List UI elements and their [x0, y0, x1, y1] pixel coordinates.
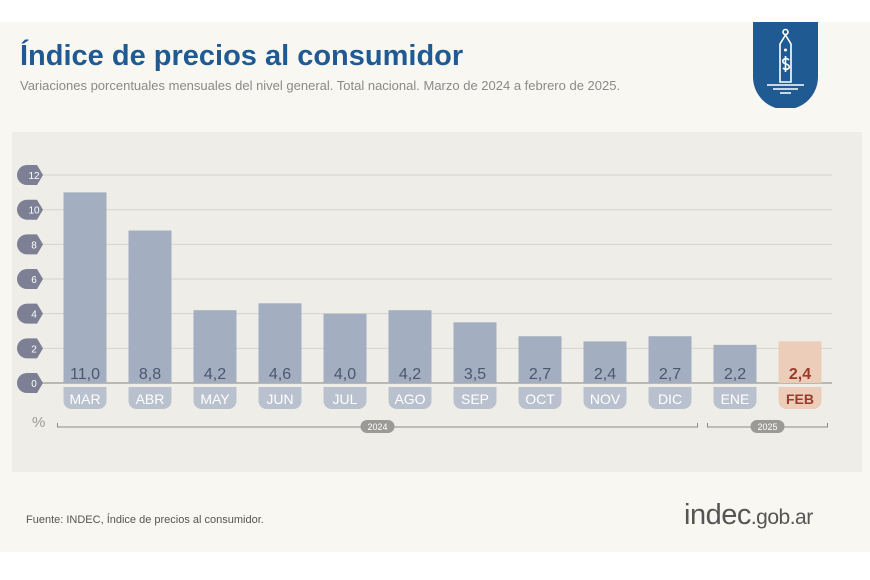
- bar-value-label: 2,2: [724, 366, 746, 383]
- bar-jun: [258, 303, 302, 383]
- bar-value-label: 4,6: [269, 366, 291, 383]
- brand-suffix: .gob.ar: [750, 506, 813, 529]
- y-tick-marker: [17, 338, 43, 359]
- category-label: JUN: [266, 391, 293, 407]
- bar-chart: 0 2 4 6 8 10 12% 11,0 MAR 8,8 ABR 4,2 MAY 4,6 JUN 4,0 JU…: [17, 165, 832, 433]
- year-label: 2024: [367, 422, 387, 432]
- bar-value-label: 2,7: [659, 366, 681, 383]
- y-tick-marker: [17, 234, 43, 255]
- page-title: Índice de precios al consumidor: [20, 40, 464, 72]
- bar-value-label: 3,5: [464, 366, 486, 383]
- bar-value-label: 2,7: [529, 366, 551, 383]
- category-label: NOV: [590, 391, 621, 407]
- bar-value-label: 11,0: [70, 366, 100, 383]
- year-label: 2025: [757, 422, 777, 432]
- category-label: DIC: [658, 391, 682, 407]
- infographic: Índice de precios al consumidor Variacio…: [0, 22, 870, 552]
- category-label: FEB: [786, 391, 814, 407]
- y-tick-marker: [17, 303, 43, 324]
- category-label: MAY: [200, 391, 230, 407]
- bar-jul: [323, 313, 367, 383]
- category-pill: [453, 387, 497, 409]
- category-pill: [713, 387, 757, 409]
- brand-main: indec: [684, 499, 751, 531]
- bar-oct: [518, 336, 562, 383]
- chart-panel: 0 2 4 6 8 10 12% 11,0 MAR 8,8 ABR 4,2 MAY 4,6 JUN 4,0 JU…: [12, 132, 862, 472]
- bar-abr: [128, 230, 172, 383]
- category-label: SEP: [461, 391, 489, 407]
- y-tick-label: 10: [28, 206, 40, 217]
- bar-may: [193, 310, 237, 383]
- category-pill: [323, 387, 367, 409]
- bar-ene: [713, 344, 757, 383]
- price-tag-dollar-icon: [753, 22, 818, 108]
- category-label: MAR: [69, 391, 100, 407]
- bar-value-label: 2,4: [594, 366, 616, 383]
- category-pill: [583, 387, 627, 409]
- category-label: ENE: [721, 391, 750, 407]
- y-tick-label: 8: [31, 240, 37, 251]
- category-pill: [518, 387, 562, 409]
- category-label: AGO: [394, 391, 425, 407]
- subtitle: Variaciones porcentuales mensuales del n…: [20, 78, 621, 93]
- category-pill: [778, 387, 822, 409]
- y-tick-marker: [17, 165, 43, 186]
- y-tick-marker: [17, 373, 43, 393]
- bar-value-label: 4,2: [399, 366, 421, 383]
- bar-value-label: 2,4: [789, 366, 811, 383]
- bar-value-label: 4,2: [204, 366, 226, 383]
- source-note: Fuente: INDEC, Índice de precios al cons…: [26, 514, 264, 526]
- y-tick-label: 2: [31, 344, 37, 355]
- category-pill: [63, 387, 107, 409]
- category-pill: [128, 387, 172, 409]
- bar-nov: [583, 341, 627, 383]
- bar-feb: [778, 341, 822, 383]
- y-tick-label: 6: [31, 275, 37, 286]
- y-axis-unit: %: [32, 414, 45, 431]
- category-pill: [193, 387, 237, 409]
- category-pill: [648, 387, 692, 409]
- y-tick-marker: [17, 269, 43, 290]
- category-label: ABR: [136, 391, 165, 407]
- indec-logo: indec.gob.ar: [684, 499, 813, 532]
- y-tick-label: 4: [31, 310, 37, 321]
- bar-mar: [63, 192, 107, 383]
- y-tick-label: 12: [28, 171, 40, 182]
- bar-value-label: 4,0: [334, 366, 356, 383]
- category-pill: [258, 387, 302, 409]
- year-pill: [360, 420, 395, 433]
- category-label: JUL: [333, 391, 358, 407]
- category-pill: [388, 387, 432, 409]
- year-pill: [750, 420, 785, 433]
- bar-dic: [648, 336, 692, 383]
- y-tick-label: 0: [31, 379, 37, 390]
- y-tick-marker: [17, 199, 43, 220]
- category-label: OCT: [525, 391, 555, 407]
- bar-value-label: 8,8: [139, 366, 161, 383]
- bar-sep: [453, 322, 497, 383]
- bar-ago: [388, 310, 432, 383]
